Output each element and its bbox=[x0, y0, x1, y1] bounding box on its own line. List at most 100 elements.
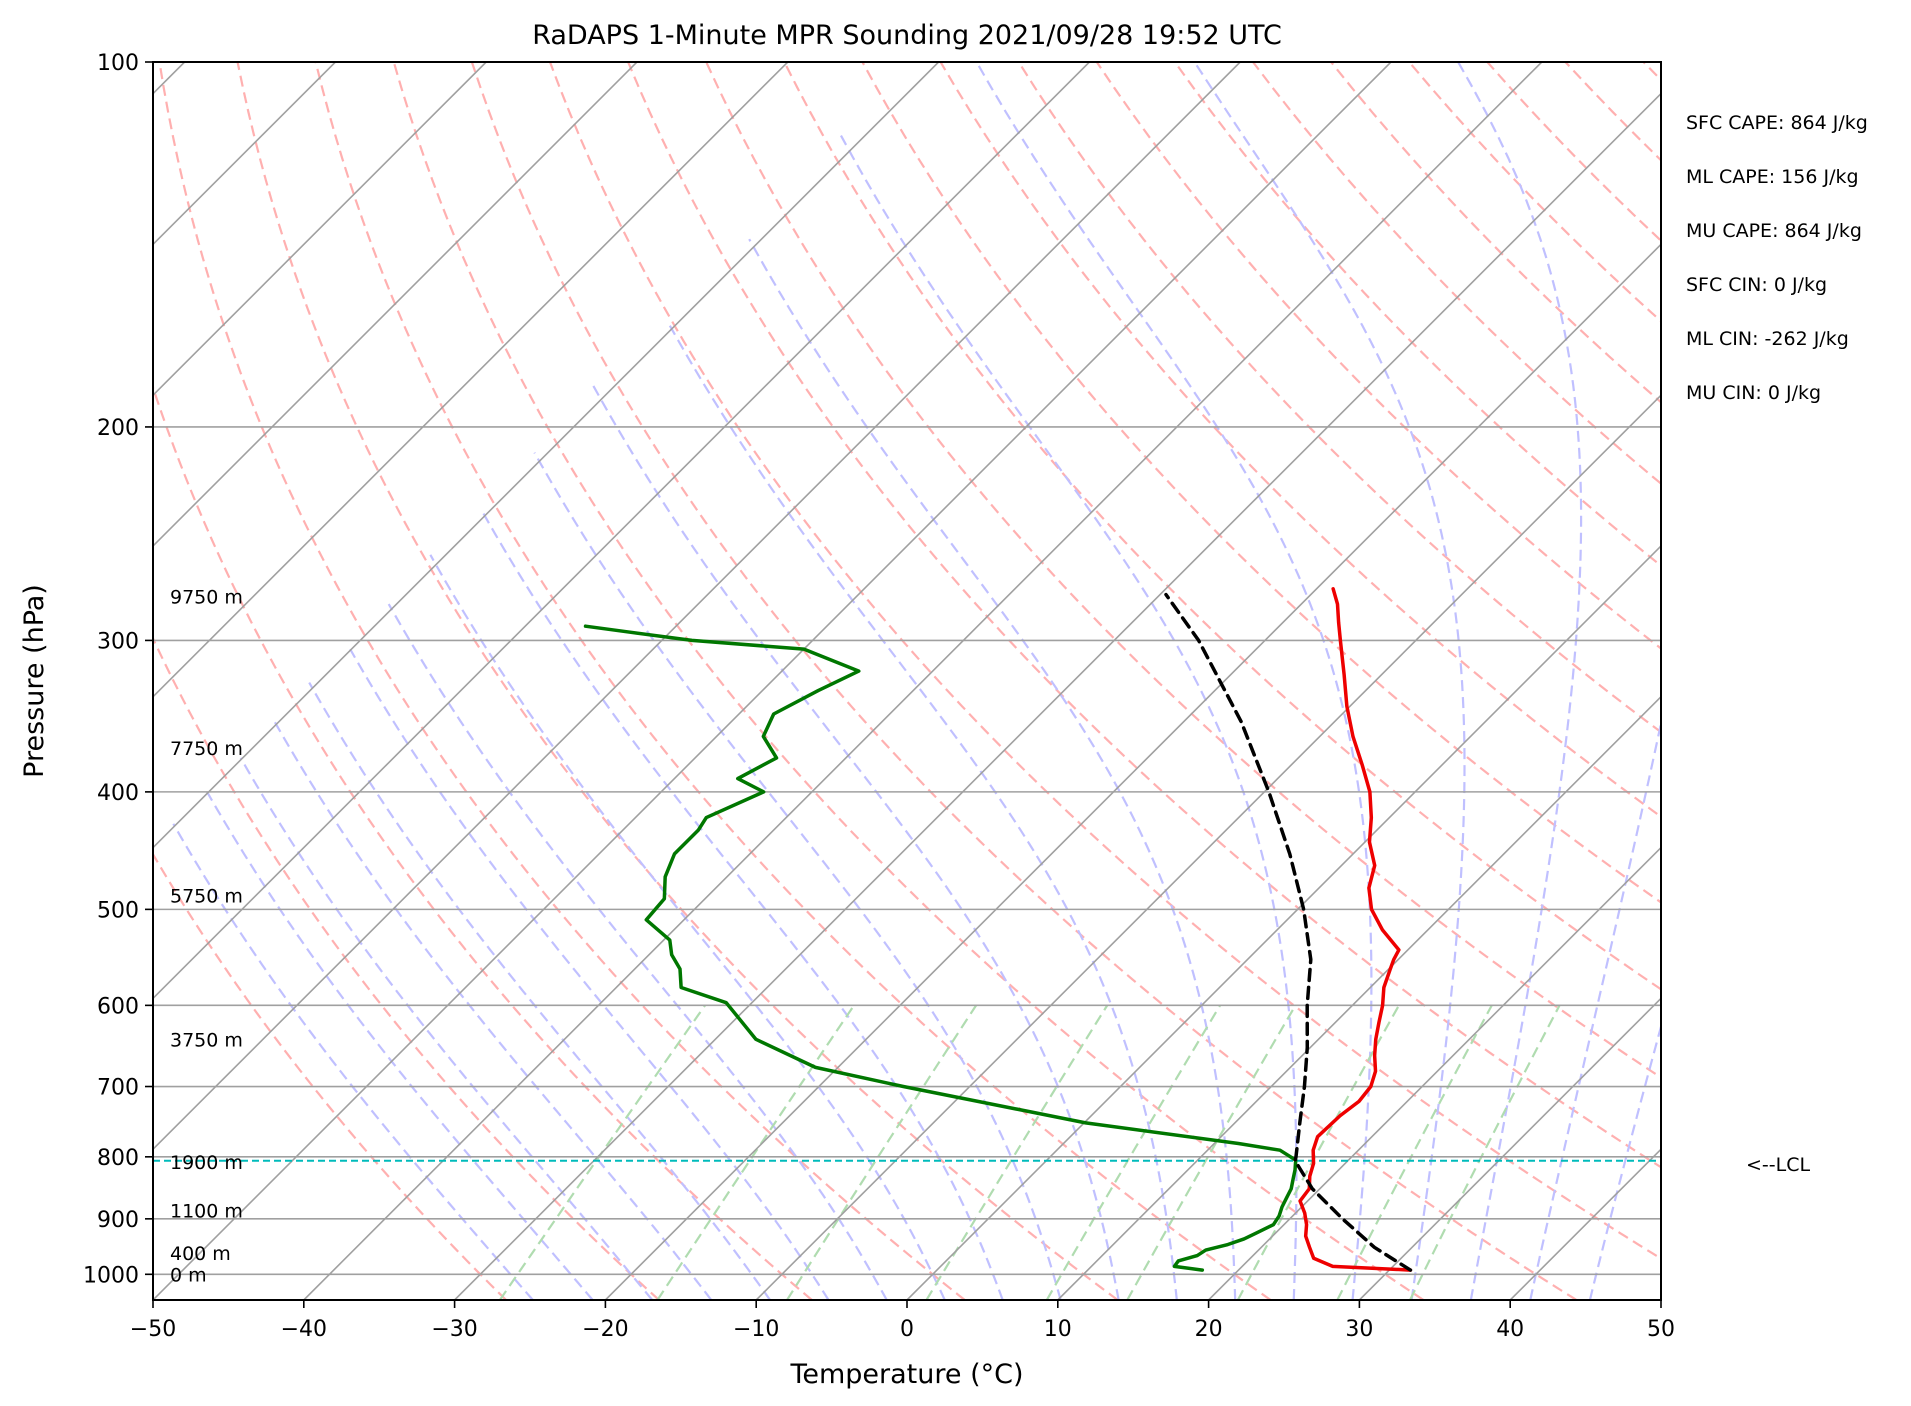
dry-adiabat bbox=[548, 62, 1661, 1260]
y-tick-label: 700 bbox=[97, 1076, 139, 1101]
isotherm-line bbox=[1358, 997, 1661, 1300]
moist-adiabat bbox=[592, 385, 1120, 1300]
moist-adiabat bbox=[1588, 1022, 1661, 1300]
temperature-trace bbox=[1298, 587, 1413, 1272]
y-tick-label: 100 bbox=[97, 51, 139, 76]
isotherm-line bbox=[1509, 1148, 1661, 1300]
mixing-ratio-line bbox=[1236, 1004, 1400, 1300]
moist-adiabat bbox=[975, 62, 1373, 1300]
moist-adiabat bbox=[481, 511, 1004, 1300]
chart-title: RaDAPS 1-Minute MPR Sounding 2021/09/28 … bbox=[532, 20, 1282, 51]
lcl-label: <--LCL bbox=[1746, 1154, 1810, 1176]
isotherm-line bbox=[303, 62, 1543, 1300]
y-tick-label: 800 bbox=[97, 1146, 139, 1171]
mixing-ratio-line bbox=[786, 1004, 978, 1300]
dry-adiabat bbox=[1095, 62, 1661, 650]
isotherm-line bbox=[755, 394, 1661, 1300]
moist-adiabat bbox=[387, 603, 888, 1300]
mixing-ratio-line bbox=[1045, 1004, 1222, 1300]
x-tick-label: −10 bbox=[733, 1317, 779, 1342]
dry-adiabat bbox=[314, 62, 1272, 1300]
stability-index-text: SFC CIN: 0 J/kg bbox=[1686, 274, 1827, 296]
y-tick-label: 900 bbox=[97, 1208, 139, 1233]
moist-adiabat bbox=[349, 648, 830, 1300]
dry-adiabat bbox=[153, 852, 507, 1300]
dry-adiabat bbox=[627, 62, 1661, 1169]
y-axis-label: Pressure (hPa) bbox=[19, 584, 50, 778]
x-axis-label: Temperature (°C) bbox=[789, 1359, 1023, 1390]
dry-adiabat bbox=[158, 62, 966, 1300]
y-tick-label: 400 bbox=[97, 781, 139, 806]
isotherm-line bbox=[604, 243, 1661, 1300]
dry-adiabat bbox=[470, 62, 1578, 1300]
y-tick-label: 300 bbox=[97, 629, 139, 654]
stability-index-text: ML CIN: -262 J/kg bbox=[1686, 328, 1849, 350]
moist-adiabat bbox=[1529, 718, 1661, 1300]
dry-adiabat bbox=[939, 62, 1661, 819]
parcel-trace bbox=[1164, 592, 1413, 1272]
mixing-ratio-line bbox=[656, 1004, 855, 1300]
mixing-ratio-line bbox=[1336, 1004, 1493, 1300]
isotherm-line bbox=[454, 92, 1661, 1300]
stability-index-text: MU CAPE: 864 J/kg bbox=[1686, 220, 1862, 242]
moist-adiabat bbox=[239, 757, 654, 1300]
background-lines bbox=[153, 62, 1911, 1300]
isotherm-line bbox=[153, 62, 1392, 1300]
height-label: 9750 m bbox=[170, 587, 243, 609]
moist-adiabat bbox=[533, 452, 1062, 1300]
height-label: 400 m bbox=[170, 1243, 231, 1265]
stability-index-text: SFC CAPE: 864 J/kg bbox=[1686, 112, 1868, 134]
dry-adiabat bbox=[1173, 62, 1661, 568]
dry-adiabat bbox=[1330, 62, 1661, 404]
pressure-grid bbox=[153, 62, 1661, 1276]
height-label: 1100 m bbox=[170, 1201, 243, 1223]
height-label: 1900 m bbox=[170, 1152, 243, 1174]
stability-indices: SFC CAPE: 864 J/kg ML CAPE: 156 J/kg MU CA… bbox=[1686, 112, 1868, 404]
height-label: 0 m bbox=[170, 1264, 207, 1286]
moist-adiabat bbox=[1193, 62, 1466, 1300]
y-tick-label: 1000 bbox=[83, 1263, 139, 1288]
plot-frame bbox=[152, 61, 1662, 1301]
x-tick-label: −50 bbox=[130, 1317, 176, 1342]
axis-ticks: −50 −40 −30 −20 −10 0 10 20 30 40 50 100 200 300 400 50… bbox=[83, 51, 1675, 1342]
isotherm-line bbox=[153, 62, 1241, 1151]
y-tick-label: 200 bbox=[97, 416, 139, 441]
dry-adiabat bbox=[861, 62, 1661, 904]
x-tick-label: −30 bbox=[431, 1317, 477, 1342]
moist-adiabat bbox=[668, 325, 1178, 1300]
dry-adiabat bbox=[153, 635, 660, 1300]
moist-adiabat bbox=[840, 135, 1298, 1300]
mixing-ratio-line bbox=[1409, 1004, 1561, 1300]
isotherm-line bbox=[1812, 62, 1911, 1300]
x-tick-label: 40 bbox=[1496, 1317, 1524, 1342]
isotherm-line bbox=[153, 62, 789, 698]
stability-index-text: ML CAPE: 156 J/kg bbox=[1686, 166, 1859, 188]
moist-adiabat bbox=[429, 554, 946, 1300]
x-tick-label: 20 bbox=[1195, 1317, 1223, 1342]
sounding-traces bbox=[153, 587, 1661, 1272]
mixing-ratio-line bbox=[1126, 1004, 1297, 1300]
isotherm-line bbox=[1660, 1298, 1661, 1300]
mixing-ratio-line bbox=[925, 1004, 1109, 1300]
moist-adiabat bbox=[206, 791, 594, 1300]
y-tick-label: 600 bbox=[97, 994, 139, 1019]
dry-adiabat bbox=[153, 384, 813, 1300]
moist-adiabat bbox=[748, 238, 1237, 1300]
isotherm-line bbox=[906, 544, 1661, 1300]
height-label: 5750 m bbox=[170, 885, 243, 907]
isotherm-line bbox=[1057, 695, 1661, 1300]
dry-adiabat bbox=[392, 62, 1425, 1300]
x-tick-label: 0 bbox=[900, 1317, 914, 1342]
dry-adiabat bbox=[1722, 62, 1911, 1300]
stability-index-text: MU CIN: 0 J/kg bbox=[1686, 382, 1821, 404]
isotherm-line bbox=[153, 62, 487, 397]
isotherm-line bbox=[153, 62, 940, 849]
dry-adiabat bbox=[1252, 62, 1661, 486]
x-tick-label: 50 bbox=[1647, 1317, 1675, 1342]
dewpoint-trace bbox=[583, 624, 1298, 1272]
dry-adiabat bbox=[1642, 62, 1661, 82]
height-label: 3750 m bbox=[170, 1029, 243, 1051]
dry-adiabat bbox=[1486, 62, 1661, 243]
